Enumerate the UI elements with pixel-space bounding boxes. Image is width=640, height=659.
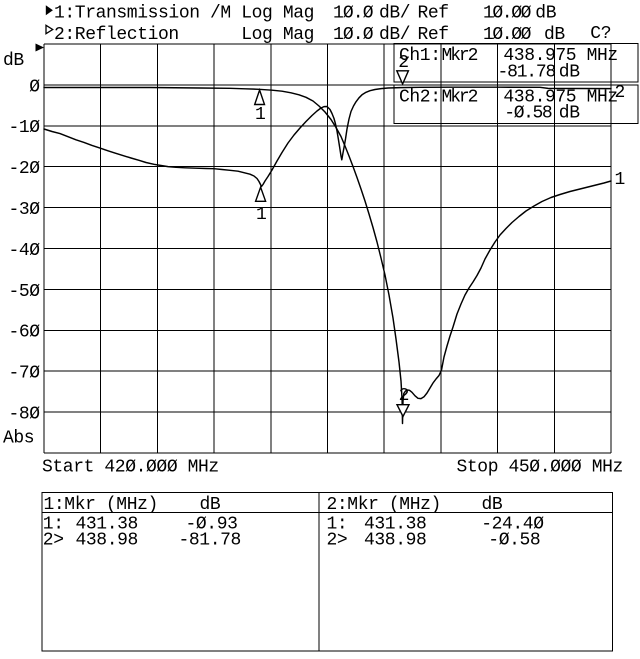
svg-text:-Ø.58: -Ø.58	[504, 104, 552, 124]
svg-text:1:: 1:	[327, 515, 348, 535]
svg-text:-Ø.93: -Ø.93	[186, 515, 238, 535]
svg-text:-1Ø: -1Ø	[8, 118, 40, 138]
svg-text:-81.78: -81.78	[498, 63, 556, 83]
svg-text:438.98: 438.98	[76, 531, 138, 551]
svg-text:-24.4Ø: -24.4Ø	[481, 515, 544, 535]
svg-text:1: 1	[256, 205, 266, 225]
svg-text:2: 2	[398, 53, 408, 73]
svg-text:-8Ø: -8Ø	[8, 404, 40, 424]
svg-text:Ref: Ref	[418, 4, 449, 24]
svg-text:-2Ø: -2Ø	[8, 159, 40, 179]
svg-text:-6Ø: -6Ø	[8, 323, 40, 343]
svg-text:1:Mkr (MHz): 1:Mkr (MHz)	[44, 495, 158, 515]
svg-text:1: 1	[255, 105, 265, 125]
svg-text:1Ø.ØØ: 1Ø.ØØ	[483, 4, 532, 24]
svg-text:438.975 MHz: 438.975 MHz	[503, 46, 617, 66]
svg-text:1:Transmission /M Log Mag: 1:Transmission /M Log Mag	[54, 4, 314, 24]
svg-text:-7Ø: -7Ø	[8, 364, 40, 384]
svg-text:Ch1:: Ch1:	[399, 46, 441, 66]
svg-text:dB: dB	[544, 25, 565, 45]
svg-text:1Ø.ØØ: 1Ø.ØØ	[483, 25, 532, 45]
svg-text:Ch2:: Ch2:	[399, 88, 441, 108]
svg-text:dB: dB	[559, 63, 580, 83]
svg-text:-Ø.58: -Ø.58	[488, 531, 540, 551]
svg-text:2: 2	[615, 83, 625, 103]
svg-text:C?: C?	[590, 24, 611, 44]
svg-text:431.38: 431.38	[76, 515, 138, 535]
svg-text:2>: 2>	[327, 531, 348, 551]
svg-text:Start 42Ø.ØØØ MHz: Start 42Ø.ØØØ MHz	[42, 457, 219, 477]
svg-text:dB: dB	[200, 495, 221, 515]
svg-text:Ø: Ø	[29, 77, 40, 97]
svg-text:2:Mkr (MHz): 2:Mkr (MHz)	[327, 495, 441, 515]
svg-text:Ref: Ref	[418, 25, 449, 45]
svg-text:dB: dB	[535, 4, 556, 24]
svg-text:2>: 2>	[43, 531, 64, 551]
svg-text:-5Ø: -5Ø	[8, 282, 40, 302]
svg-text:Mkr2: Mkr2	[442, 88, 478, 108]
svg-text:2:Reflection Log Mag: 2:Reflection Log Mag	[54, 25, 314, 45]
svg-text:Abs: Abs	[3, 429, 34, 449]
svg-text:-3Ø: -3Ø	[8, 200, 40, 220]
svg-text:2: 2	[399, 386, 409, 406]
svg-text:dB: dB	[3, 51, 24, 71]
svg-text:1:: 1:	[43, 515, 64, 535]
svg-text:431.38: 431.38	[364, 515, 426, 535]
svg-text:dB/: dB/	[379, 4, 410, 24]
svg-text:1Ø.Ø: 1Ø.Ø	[333, 25, 374, 45]
svg-text:-4Ø: -4Ø	[8, 241, 40, 261]
svg-text:1: 1	[615, 170, 625, 190]
svg-text:438.975 MHz: 438.975 MHz	[503, 88, 617, 108]
svg-text:Stop 45Ø.ØØØ MHz: Stop 45Ø.ØØØ MHz	[457, 457, 623, 477]
svg-text:1Ø.Ø: 1Ø.Ø	[333, 4, 374, 24]
svg-text:438.98: 438.98	[364, 531, 426, 551]
svg-text:Mkr2: Mkr2	[442, 46, 478, 66]
svg-text:dB: dB	[482, 495, 503, 515]
svg-text:dB/: dB/	[379, 25, 410, 45]
svg-text:-81.78: -81.78	[179, 531, 241, 551]
svg-text:dB: dB	[559, 104, 580, 124]
